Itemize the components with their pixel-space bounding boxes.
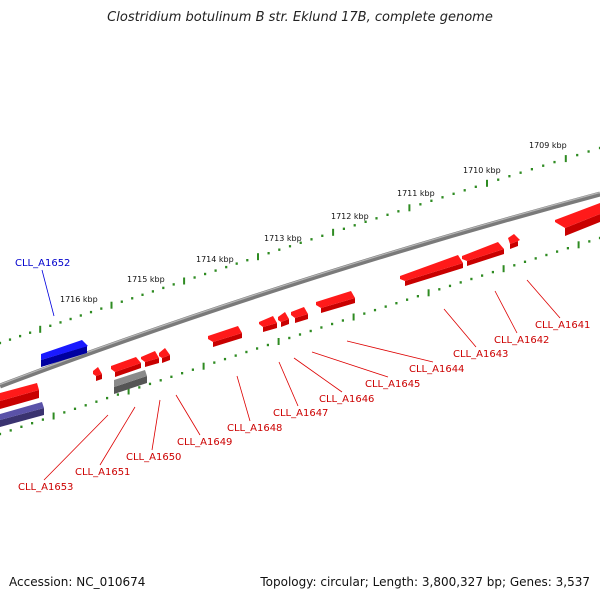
gene-label[interactable]: CLL_A1645 (365, 379, 420, 390)
gene-arrow-cll-a1642[interactable] (508, 234, 520, 249)
leader-line-forward (41, 269, 55, 317)
kbp-label: 1714 kbp (196, 255, 234, 264)
gene-label[interactable]: CLL_A1650 (126, 452, 181, 463)
kbp-label: 1710 kbp (463, 166, 501, 175)
gene-arrow-cll-a1652[interactable] (41, 340, 88, 367)
kbp-label: 1709 kbp (529, 141, 567, 150)
gene-label[interactable]: CLL_A1648 (227, 423, 282, 434)
gene-arrow-cll-a1651[interactable] (111, 351, 159, 377)
gene-arrow-cll-a1650[interactable] (159, 348, 170, 363)
gene-arrow-cll-a1653[interactable] (0, 383, 39, 409)
genome-summary-text: Topology: circular; Length: 3,800,327 bp… (260, 575, 590, 589)
outer-tick-row (0, 146, 600, 345)
gene-track (0, 203, 600, 427)
gene-label[interactable]: CLL_A1649 (177, 437, 232, 448)
kbp-label: 1712 kbp (331, 212, 369, 221)
gene-label[interactable]: CLL_A1653 (18, 482, 73, 493)
gene-label[interactable]: CLL_A1651 (75, 467, 130, 478)
leader-lines (43, 279, 561, 481)
genome-backbone (0, 191, 600, 389)
gene-label[interactable]: CLL_A1644 (409, 364, 464, 375)
gene-arrow-cll-a1649[interactable] (208, 326, 242, 347)
gene-arrow-small[interactable] (93, 367, 102, 381)
gene-arrow-cll-a1646[interactable] (291, 307, 308, 323)
kbp-label: 1715 kbp (127, 275, 165, 284)
gene-arrow-cll-a1643[interactable] (462, 242, 504, 266)
gene-arrow-cll-a1645[interactable] (316, 291, 355, 313)
gene-arrow-cll-a1641[interactable] (555, 203, 600, 236)
gene-arrow-cll-a1644[interactable] (400, 255, 463, 286)
gene-arrow-cll-a1648[interactable] (259, 316, 277, 332)
map-title: Clostridium botulinum B str. Eklund 17B,… (107, 10, 493, 25)
gene-label[interactable]: CLL_A1643 (453, 349, 508, 360)
accession-text: Accession: NC_010674 (9, 575, 146, 589)
gene-label[interactable]: CLL_A1647 (273, 408, 328, 419)
gene-label[interactable]: CLL_A1642 (494, 335, 549, 346)
kbp-label: 1716 kbp (60, 295, 98, 304)
gene-label[interactable]: CLL_A1641 (535, 320, 590, 331)
kbp-label: 1713 kbp (264, 234, 302, 243)
gene-label[interactable]: CLL_A1646 (319, 394, 374, 405)
gene-grey[interactable] (114, 370, 147, 394)
inner-tick-row (0, 236, 600, 436)
gene-arrow-cll-a1647[interactable] (278, 312, 289, 327)
gene-purple[interactable] (0, 402, 44, 427)
gene-label[interactable]: CLL_A1652 (15, 258, 70, 269)
kbp-label: 1711 kbp (397, 189, 435, 198)
